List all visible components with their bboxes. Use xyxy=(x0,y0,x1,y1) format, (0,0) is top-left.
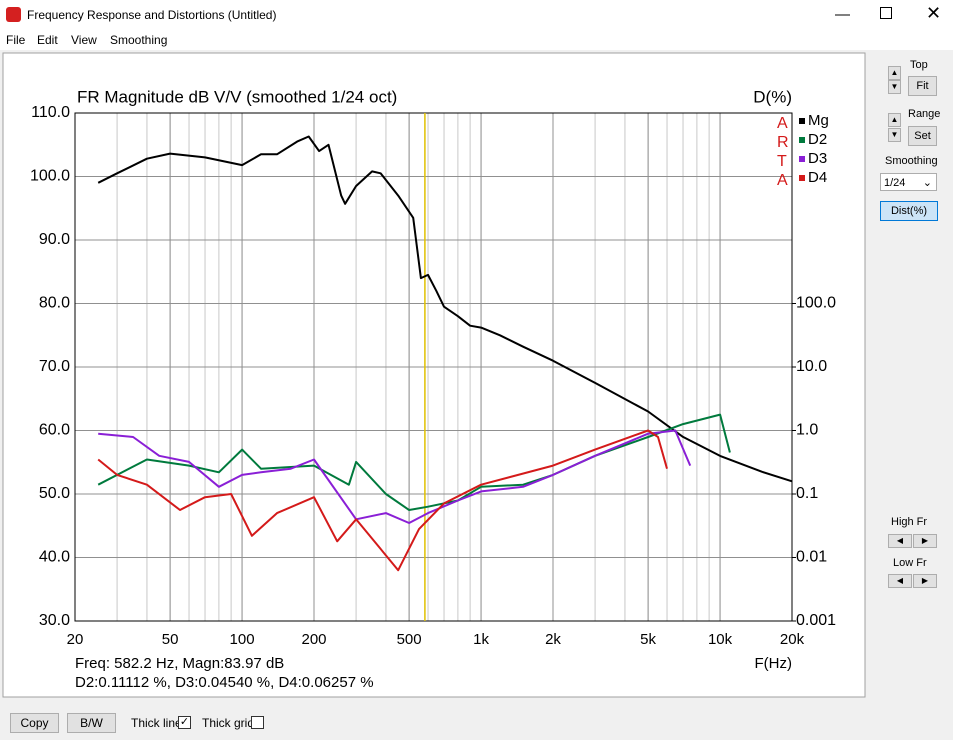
menu-bar: File Edit View Smoothing xyxy=(0,30,953,50)
window-title: Frequency Response and Distortions (Unti… xyxy=(27,8,277,22)
checkbox-label: Thick grid xyxy=(202,716,255,730)
legend-swatch xyxy=(799,118,805,124)
checkbox-checked[interactable]: ✓ xyxy=(178,716,191,729)
spin-down[interactable]: ▼ xyxy=(888,80,901,94)
menu-item[interactable]: Edit xyxy=(37,33,58,47)
spin-down[interactable]: ▼ xyxy=(888,128,901,142)
legend-swatch xyxy=(799,175,805,181)
button[interactable]: Set xyxy=(908,126,937,146)
y-tick-label: 80.0 xyxy=(39,295,70,312)
legend-swatch xyxy=(799,137,805,143)
x-tick-label: 20k xyxy=(780,631,805,648)
button[interactable]: Dist(%) xyxy=(880,201,938,221)
spin-up[interactable]: ▲ xyxy=(888,113,901,127)
maximize[interactable] xyxy=(880,7,892,19)
dropdown-arrow: ⌄ xyxy=(922,177,932,189)
chart: FR Magnitude dB V/V (smoothed 1/24 oct) … xyxy=(2,52,866,698)
chart-title: FR Magnitude dB V/V (smoothed 1/24 oct) xyxy=(77,87,397,106)
label: Top xyxy=(910,59,928,71)
y2-tick-label: 10.0 xyxy=(796,358,827,375)
legend-label: Mg xyxy=(808,112,829,129)
series-line xyxy=(97,413,731,511)
cursor-readout: D2:0.11112 %, D3:0.04540 %, D4:0.06257 % xyxy=(75,674,374,691)
series-line xyxy=(98,429,692,524)
y-tick-label: 60.0 xyxy=(39,422,70,439)
spin-left[interactable]: ◀ xyxy=(888,574,912,588)
x-tick-label: 200 xyxy=(301,631,326,648)
x-tick-label: 50 xyxy=(162,631,179,648)
spin-right[interactable]: ▶ xyxy=(913,574,937,588)
menu-item[interactable]: File xyxy=(6,33,26,47)
legend-swatch xyxy=(799,156,805,162)
x-tick-label: 2k xyxy=(545,631,561,648)
series-line xyxy=(97,429,668,572)
y2-axis-label: D(%) xyxy=(753,87,792,106)
menu-item[interactable]: Smoothing xyxy=(110,33,168,47)
label: Range xyxy=(908,108,941,120)
spin-up[interactable]: ▲ xyxy=(888,66,901,80)
y2-tick-label: 100.0 xyxy=(796,295,836,312)
label: Smoothing xyxy=(885,155,938,167)
x-tick-label: 5k xyxy=(640,631,656,648)
spin-right[interactable]: ▶ xyxy=(913,534,937,548)
chart-panel xyxy=(2,52,866,698)
x-tick-label: 1k xyxy=(473,631,489,648)
series-line xyxy=(97,135,793,483)
x-tick-label: 100 xyxy=(230,631,255,648)
legend-label: D2 xyxy=(808,131,827,148)
button[interactable]: Fit xyxy=(908,76,937,96)
close[interactable]: ✕ xyxy=(926,3,942,23)
checkbox-label: Thick line xyxy=(131,716,182,730)
label: High Fr xyxy=(891,516,928,528)
x-axis-label: F(Hz) xyxy=(755,655,793,672)
x-tick-label: 500 xyxy=(397,631,422,648)
label: Low Fr xyxy=(893,557,927,569)
legend-label: D3 xyxy=(808,150,827,167)
y-tick-label: 90.0 xyxy=(39,231,70,248)
button[interactable]: Copy xyxy=(10,713,59,733)
legend-label: D4 xyxy=(808,169,827,186)
y2-tick-label: 0.01 xyxy=(796,549,827,566)
y2-tick-label: 0.001 xyxy=(796,612,836,629)
y2-tick-label: 1.0 xyxy=(796,422,818,439)
plot-frame xyxy=(74,112,793,622)
y-tick-label: 110.0 xyxy=(31,104,70,121)
app-icon xyxy=(6,7,21,22)
spin-left[interactable]: ◀ xyxy=(888,534,912,548)
y2-tick-label: 0.1 xyxy=(796,485,818,502)
minimize[interactable]: — xyxy=(835,6,850,23)
x-tick-label: 10k xyxy=(708,631,733,648)
dropdown[interactable]: 1/24 ⌄ xyxy=(880,173,937,191)
watermark: ARTA xyxy=(777,115,789,189)
y-tick-label: 40.0 xyxy=(39,549,70,566)
cursor-readout: Freq: 582.2 Hz, Magn:83.97 dB xyxy=(75,655,284,672)
dropdown-value: 1/24 xyxy=(884,177,906,189)
button[interactable]: B/W xyxy=(67,713,116,733)
menu-item[interactable]: View xyxy=(71,33,97,47)
y-tick-label: 100.0 xyxy=(30,168,70,185)
title-bar: Frequency Response and Distortions (Unti… xyxy=(0,0,953,30)
y-tick-label: 50.0 xyxy=(39,485,70,502)
x-tick-label: 20 xyxy=(67,631,84,648)
y-tick-label: 30.0 xyxy=(39,612,70,629)
y-tick-label: 70.0 xyxy=(39,358,70,375)
checkbox[interactable] xyxy=(251,716,264,729)
